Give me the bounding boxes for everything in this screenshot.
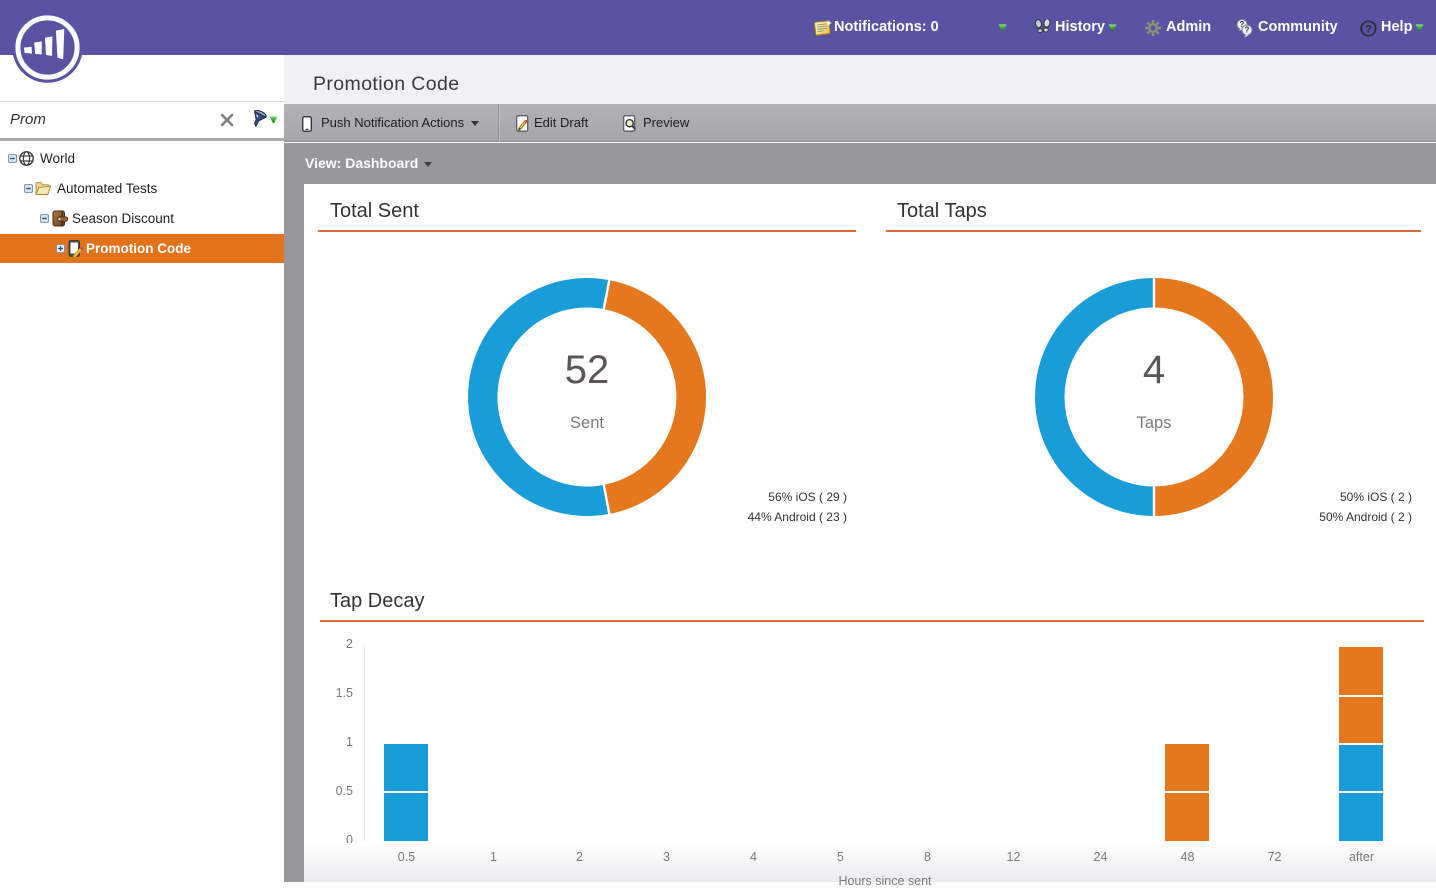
svg-text:?: ?: [1365, 23, 1372, 35]
svg-text:?: ?: [1240, 20, 1245, 29]
svg-text:?: ?: [1245, 26, 1250, 35]
